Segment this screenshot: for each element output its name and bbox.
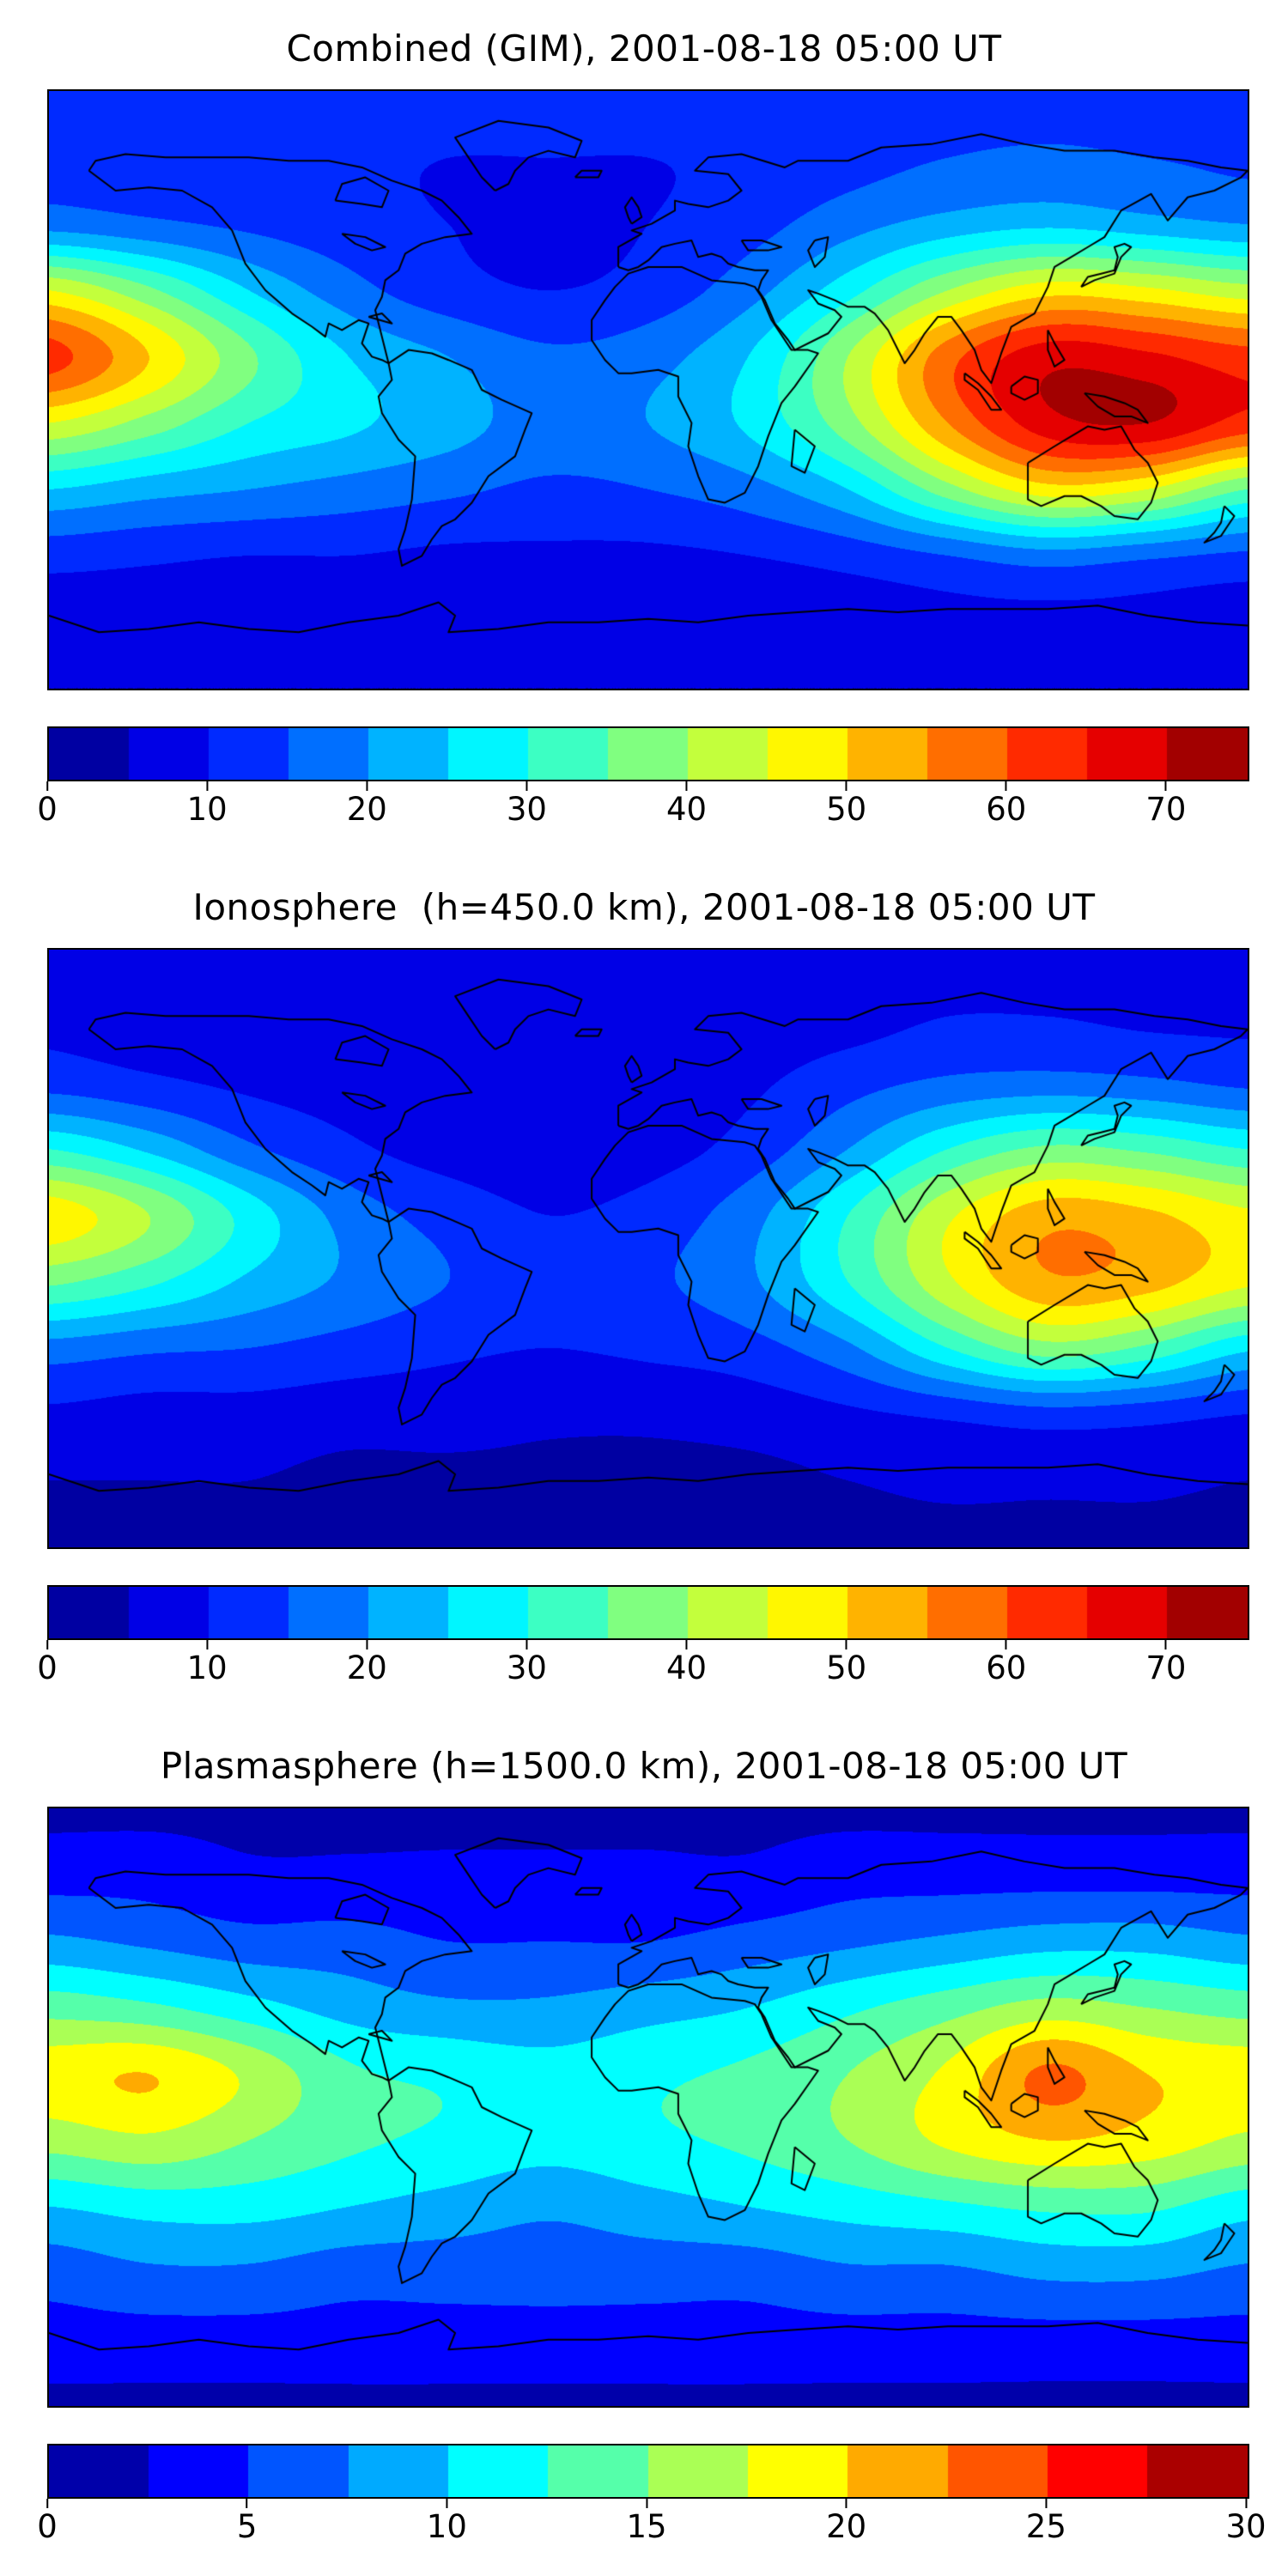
panel-title-combined: Combined (GIM), 2001-08-18 05:00 UT — [286, 27, 1002, 70]
colorbar-tick-label: 25 — [1025, 2508, 1066, 2545]
panel-combined-gim: Combined (GIM), 2001-08-18 05:00 UT 0 10 2… — [0, 0, 1288, 859]
colorbar-tick-label: 20 — [346, 1649, 387, 1686]
colorbar-tick-label: 60 — [986, 791, 1027, 828]
colorbar-tick-label: 60 — [986, 1649, 1027, 1686]
colorbar-tick-mark — [46, 2499, 48, 2508]
colorbar-tick: 40 — [666, 1640, 707, 1684]
colorbar-tick: 15 — [626, 2499, 667, 2545]
colorbar-tick-mark — [366, 1640, 368, 1649]
colorbar-frame-ionosphere — [47, 1585, 1249, 1640]
colorbar-tick-label: 0 — [37, 1649, 58, 1686]
colorbar-ticks-plasmasphere: 0 5 10 15 20 25 30 — [37, 2499, 1267, 2561]
panel-plasmasphere: Plasmasphere (h=1500.0 km), 2001-08-18 0… — [0, 1717, 1288, 2576]
map-frame-ionosphere — [47, 948, 1249, 1549]
tec-map-canvas-combined — [49, 91, 1248, 689]
colorbar-tick-label: 30 — [506, 1649, 547, 1686]
colorbar-tick-mark — [1164, 1640, 1167, 1649]
colorbar-tick-label: 15 — [626, 2508, 667, 2545]
colorbar-tick: 25 — [1026, 2499, 1066, 2543]
colorbar-tick-mark — [206, 1640, 209, 1649]
colorbar-tick-label: 40 — [665, 791, 708, 828]
colorbar-tick: 0 — [37, 781, 58, 825]
colorbar-ticks-combined: 0 10 20 30 40 50 60 70 — [37, 781, 1246, 843]
colorbar-tick: 70 — [1145, 1640, 1186, 1684]
colorbar-tick-mark — [1045, 2499, 1048, 2508]
colorbar-tick-label: 10 — [426, 2508, 467, 2545]
map-frame-plasmasphere — [47, 1807, 1249, 2408]
colorbar-tick-mark — [246, 2499, 248, 2508]
colorbar-tick-mark — [366, 781, 368, 791]
colorbar-tick-mark — [46, 1640, 48, 1649]
colorbar-tick-mark — [646, 2499, 647, 2508]
colorbar-tick-mark — [46, 781, 48, 791]
panel-ionosphere: Ionosphere (h=450.0 km), 2001-08-18 05:0… — [0, 859, 1288, 1717]
colorbar-tick-mark — [1005, 1640, 1007, 1649]
colorbar-tick: 20 — [347, 1640, 387, 1684]
colorbar-tick: 60 — [986, 1640, 1026, 1684]
colorbar-tick: 30 — [1225, 2499, 1267, 2545]
colorbar-tick: 10 — [187, 1640, 228, 1684]
colorbar-ticks-ionosphere: 0 10 20 30 40 50 60 70 — [37, 1640, 1246, 1702]
colorbar-tick: 20 — [347, 781, 387, 825]
colorbar-tick-mark — [526, 1640, 528, 1649]
colorbar-tick-mark — [1245, 2499, 1247, 2508]
tec-map-canvas-ionosphere — [49, 950, 1248, 1547]
colorbar-tick-label: 30 — [1225, 2508, 1267, 2545]
colorbar-canvas-ionosphere — [49, 1587, 1248, 1638]
colorbar-tick: 60 — [986, 781, 1026, 825]
colorbar-tick-mark — [1005, 781, 1007, 791]
colorbar-tick-label: 40 — [665, 1649, 708, 1686]
colorbar-tick-mark — [1164, 781, 1167, 791]
colorbar-canvas-combined — [49, 728, 1248, 780]
colorbar-tick-label: 5 — [236, 2508, 258, 2545]
colorbar-tick: 50 — [826, 1640, 866, 1684]
map-frame-combined — [47, 89, 1249, 690]
colorbar-tick-label: 0 — [37, 2508, 58, 2545]
colorbar-tick-label: 50 — [826, 1649, 867, 1686]
colorbar-tick-label: 10 — [186, 791, 228, 828]
colorbar-tick: 30 — [507, 781, 547, 825]
colorbar-tick-label: 0 — [37, 791, 58, 828]
colorbar-tick-label: 20 — [826, 2508, 867, 2545]
colorbar-tick-label: 70 — [1145, 791, 1187, 828]
colorbar-tick-label: 30 — [506, 791, 547, 828]
colorbar-frame-plasmasphere — [47, 2444, 1249, 2499]
colorbar-tick-label: 10 — [186, 1649, 228, 1686]
colorbar-tick: 50 — [826, 781, 866, 825]
colorbar-tick-mark — [845, 1640, 848, 1649]
colorbar-tick: 70 — [1145, 781, 1186, 825]
colorbar-tick-mark — [446, 2499, 448, 2508]
colorbar-tick: 5 — [236, 2499, 258, 2545]
colorbar-tick: 20 — [826, 2499, 866, 2543]
colorbar-tick-mark — [685, 781, 688, 791]
panel-title-plasmasphere: Plasmasphere (h=1500.0 km), 2001-08-18 0… — [160, 1745, 1128, 1787]
colorbar-tick-label: 20 — [346, 791, 387, 828]
colorbar-canvas-plasmasphere — [49, 2445, 1248, 2497]
colorbar-tick: 30 — [507, 1640, 547, 1684]
colorbar-tick: 0 — [37, 2499, 58, 2543]
colorbar-tick-mark — [206, 781, 209, 791]
colorbar-frame-combined — [47, 726, 1249, 781]
colorbar-tick: 40 — [666, 781, 707, 825]
colorbar-tick: 10 — [427, 2499, 467, 2543]
colorbar-tick: 10 — [187, 781, 228, 825]
colorbar-tick-mark — [685, 1640, 688, 1649]
colorbar-tick-label: 70 — [1145, 1649, 1187, 1686]
colorbar-tick-label: 50 — [826, 791, 867, 828]
panel-title-ionosphere: Ionosphere (h=450.0 km), 2001-08-18 05:0… — [192, 886, 1096, 928]
colorbar-tick: 0 — [37, 1640, 58, 1684]
colorbar-tick-mark — [526, 781, 528, 791]
colorbar-tick-mark — [845, 781, 848, 791]
tec-map-canvas-plasmasphere — [49, 1808, 1248, 2406]
colorbar-tick-mark — [845, 2499, 848, 2508]
